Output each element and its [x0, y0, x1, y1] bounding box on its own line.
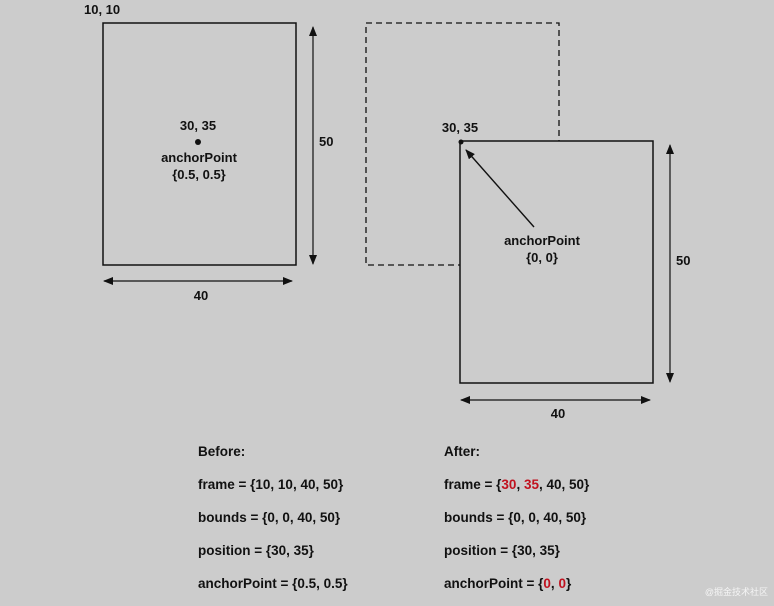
- anchor-pointer-arrow: [465, 149, 535, 228]
- before-origin-label: 10, 10: [84, 2, 121, 17]
- after-heading: After:: [444, 444, 480, 459]
- after-frame-suffix: , 40, 50}: [539, 477, 590, 492]
- after-anchor-dot: [458, 139, 464, 145]
- after-frame-sep: ,: [516, 477, 524, 492]
- after-frame-y: 35: [523, 477, 539, 492]
- after-frame-x: 30: [501, 477, 517, 492]
- before-anchor-dot: [195, 139, 201, 145]
- after-anchor-prefix: anchorPoint = {: [444, 576, 544, 591]
- before-height-label: 50: [319, 134, 334, 149]
- after-anchor-point: anchorPoint = {0, 0}: [444, 576, 571, 592]
- before-position: position = {30, 35}: [198, 543, 314, 558]
- after-anchor-x: 0: [543, 576, 551, 591]
- before-width-label: 40: [193, 288, 209, 303]
- before-heading: Before:: [198, 444, 246, 459]
- after-anchor-value: {0, 0}: [526, 250, 558, 265]
- watermark: @掘金技术社区: [704, 587, 768, 597]
- before-layer-rect: [102, 22, 297, 266]
- after-layer-rect: [459, 140, 654, 384]
- before-anchor-label: anchorPoint: [161, 150, 237, 165]
- before-anchor-point: anchorPoint = {0.5, 0.5}: [198, 576, 348, 591]
- before-frame: frame = {10, 10, 40, 50}: [198, 477, 344, 492]
- after-frame-prefix: frame = {: [444, 477, 502, 492]
- after-anchor-y: 0: [558, 576, 566, 591]
- after-frame: frame = {30, 35, 40, 50}: [444, 477, 589, 493]
- after-anchor-label: anchorPoint: [504, 233, 580, 248]
- before-bounds: bounds = {0, 0, 40, 50}: [198, 510, 341, 525]
- after-height-label: 50: [676, 253, 691, 268]
- after-point-label: 30, 35: [441, 120, 479, 135]
- before-point-label: 30, 35: [179, 118, 217, 133]
- after-width-label: 40: [550, 406, 566, 421]
- after-bounds: bounds = {0, 0, 40, 50}: [444, 510, 587, 525]
- after-position: position = {30, 35}: [444, 543, 560, 558]
- after-anchor-sep: ,: [550, 576, 559, 591]
- before-anchor-value: {0.5, 0.5}: [172, 167, 226, 182]
- after-anchor-suffix: }: [565, 576, 572, 591]
